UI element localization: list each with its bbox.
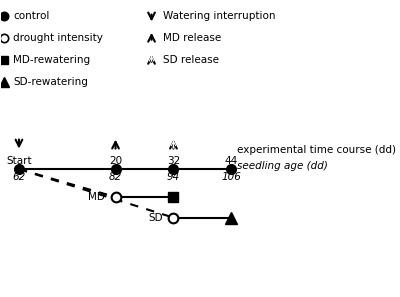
Text: MD release: MD release	[163, 33, 221, 43]
Text: Watering interruption: Watering interruption	[163, 11, 275, 21]
Text: 106: 106	[222, 172, 241, 182]
Text: control: control	[13, 11, 49, 21]
Text: 32: 32	[167, 157, 180, 166]
Text: SD-rewatering: SD-rewatering	[13, 77, 88, 87]
Text: SD: SD	[149, 213, 163, 223]
Text: MD-rewatering: MD-rewatering	[13, 55, 90, 65]
Text: Start: Start	[6, 157, 32, 166]
Text: drought intensity: drought intensity	[13, 33, 103, 43]
Text: 82: 82	[109, 172, 122, 182]
Text: seedling age (dd): seedling age (dd)	[237, 161, 328, 171]
Text: 62: 62	[12, 172, 26, 182]
Text: MD: MD	[88, 192, 105, 202]
Text: 20: 20	[109, 157, 122, 166]
Text: 94: 94	[167, 172, 180, 182]
Text: experimental time course (dd): experimental time course (dd)	[237, 145, 396, 155]
Text: 44: 44	[225, 157, 238, 166]
Text: SD release: SD release	[163, 55, 219, 65]
